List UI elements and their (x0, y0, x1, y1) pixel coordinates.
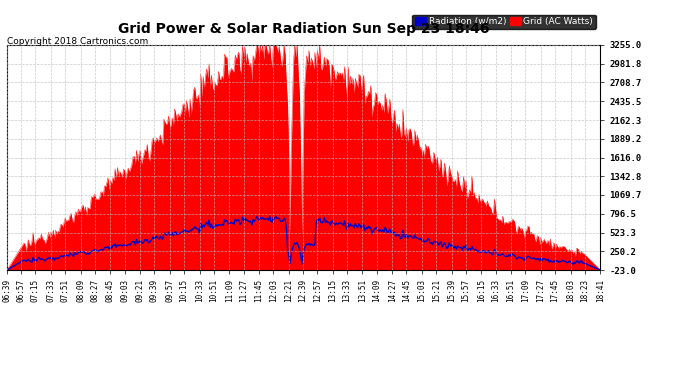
Text: Copyright 2018 Cartronics.com: Copyright 2018 Cartronics.com (7, 38, 148, 46)
Text: Grid Power & Solar Radiation Sun Sep 23 18:46: Grid Power & Solar Radiation Sun Sep 23 … (118, 22, 489, 36)
Legend: Radiation (w/m2), Grid (AC Watts): Radiation (w/m2), Grid (AC Watts) (413, 15, 595, 29)
